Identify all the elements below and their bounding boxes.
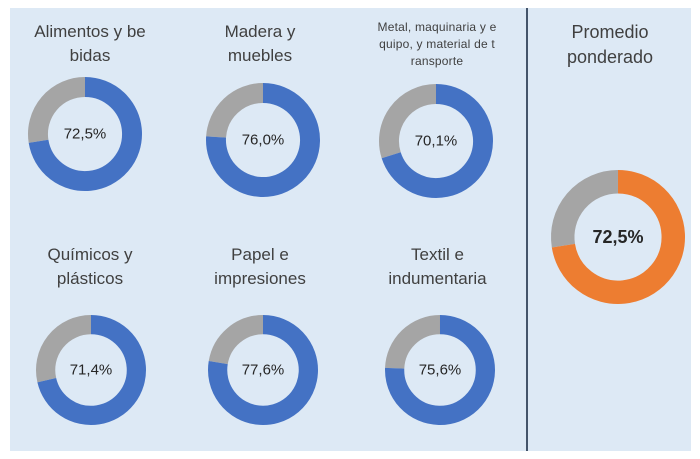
donut-title-quimicos: Químicos y plásticos <box>47 245 133 288</box>
donut-value-label-papel: 77,6% <box>242 362 285 379</box>
donut-value-label-alimentos: 72,5% <box>64 126 107 143</box>
donut-remainder-alimentos <box>28 77 86 143</box>
donut-chart-promedio: 72,5% <box>551 170 685 304</box>
donut-segment-promedio <box>551 170 685 304</box>
donut-segment-quimicos <box>37 315 146 425</box>
donut-remainder-metal <box>379 84 437 159</box>
donut-segment-textil <box>385 315 495 425</box>
donut-segment-alimentos <box>28 77 142 191</box>
donut-title-alimentos: Alimentos y be bidas <box>34 22 146 65</box>
donut-title-metal: Metal, maquinaria y e quipo, y material … <box>377 20 497 68</box>
donut-chart-alimentos: 72,5% <box>28 77 142 191</box>
donut-remainder-quimicos <box>36 315 92 383</box>
donut-value-label-textil: 75,6% <box>419 362 462 379</box>
panel-divider <box>526 8 528 451</box>
donut-value-label-madera: 76,0% <box>242 132 285 149</box>
donut-title-promedio: Promedio ponderado <box>566 22 654 67</box>
donut-chart-papel: 77,6% <box>208 315 318 425</box>
donut-remainder-papel <box>208 315 264 365</box>
donut-remainder-madera <box>206 83 264 139</box>
donut-chart-metal: 70,1% <box>379 84 493 198</box>
donut-title-papel: Papel e impresiones <box>214 245 306 288</box>
donut-value-label-promedio: 72,5% <box>592 227 643 247</box>
donut-chart-textil: 75,6% <box>385 315 495 425</box>
donut-title-textil: Textil e indumentaria <box>388 245 487 288</box>
donut-remainder-promedio <box>551 170 619 248</box>
donut-segment-madera <box>206 83 320 197</box>
donut-chart-madera: 76,0% <box>206 83 320 197</box>
donut-segment-metal <box>381 84 493 198</box>
donut-segment-papel <box>208 315 318 425</box>
donut-remainder-textil <box>385 315 441 370</box>
donut-title-madera: Madera y muebles <box>224 22 296 65</box>
donut-value-label-quimicos: 71,4% <box>70 362 113 379</box>
donut-chart-quimicos: 71,4% <box>36 315 146 425</box>
donut-value-label-metal: 70,1% <box>415 133 458 150</box>
